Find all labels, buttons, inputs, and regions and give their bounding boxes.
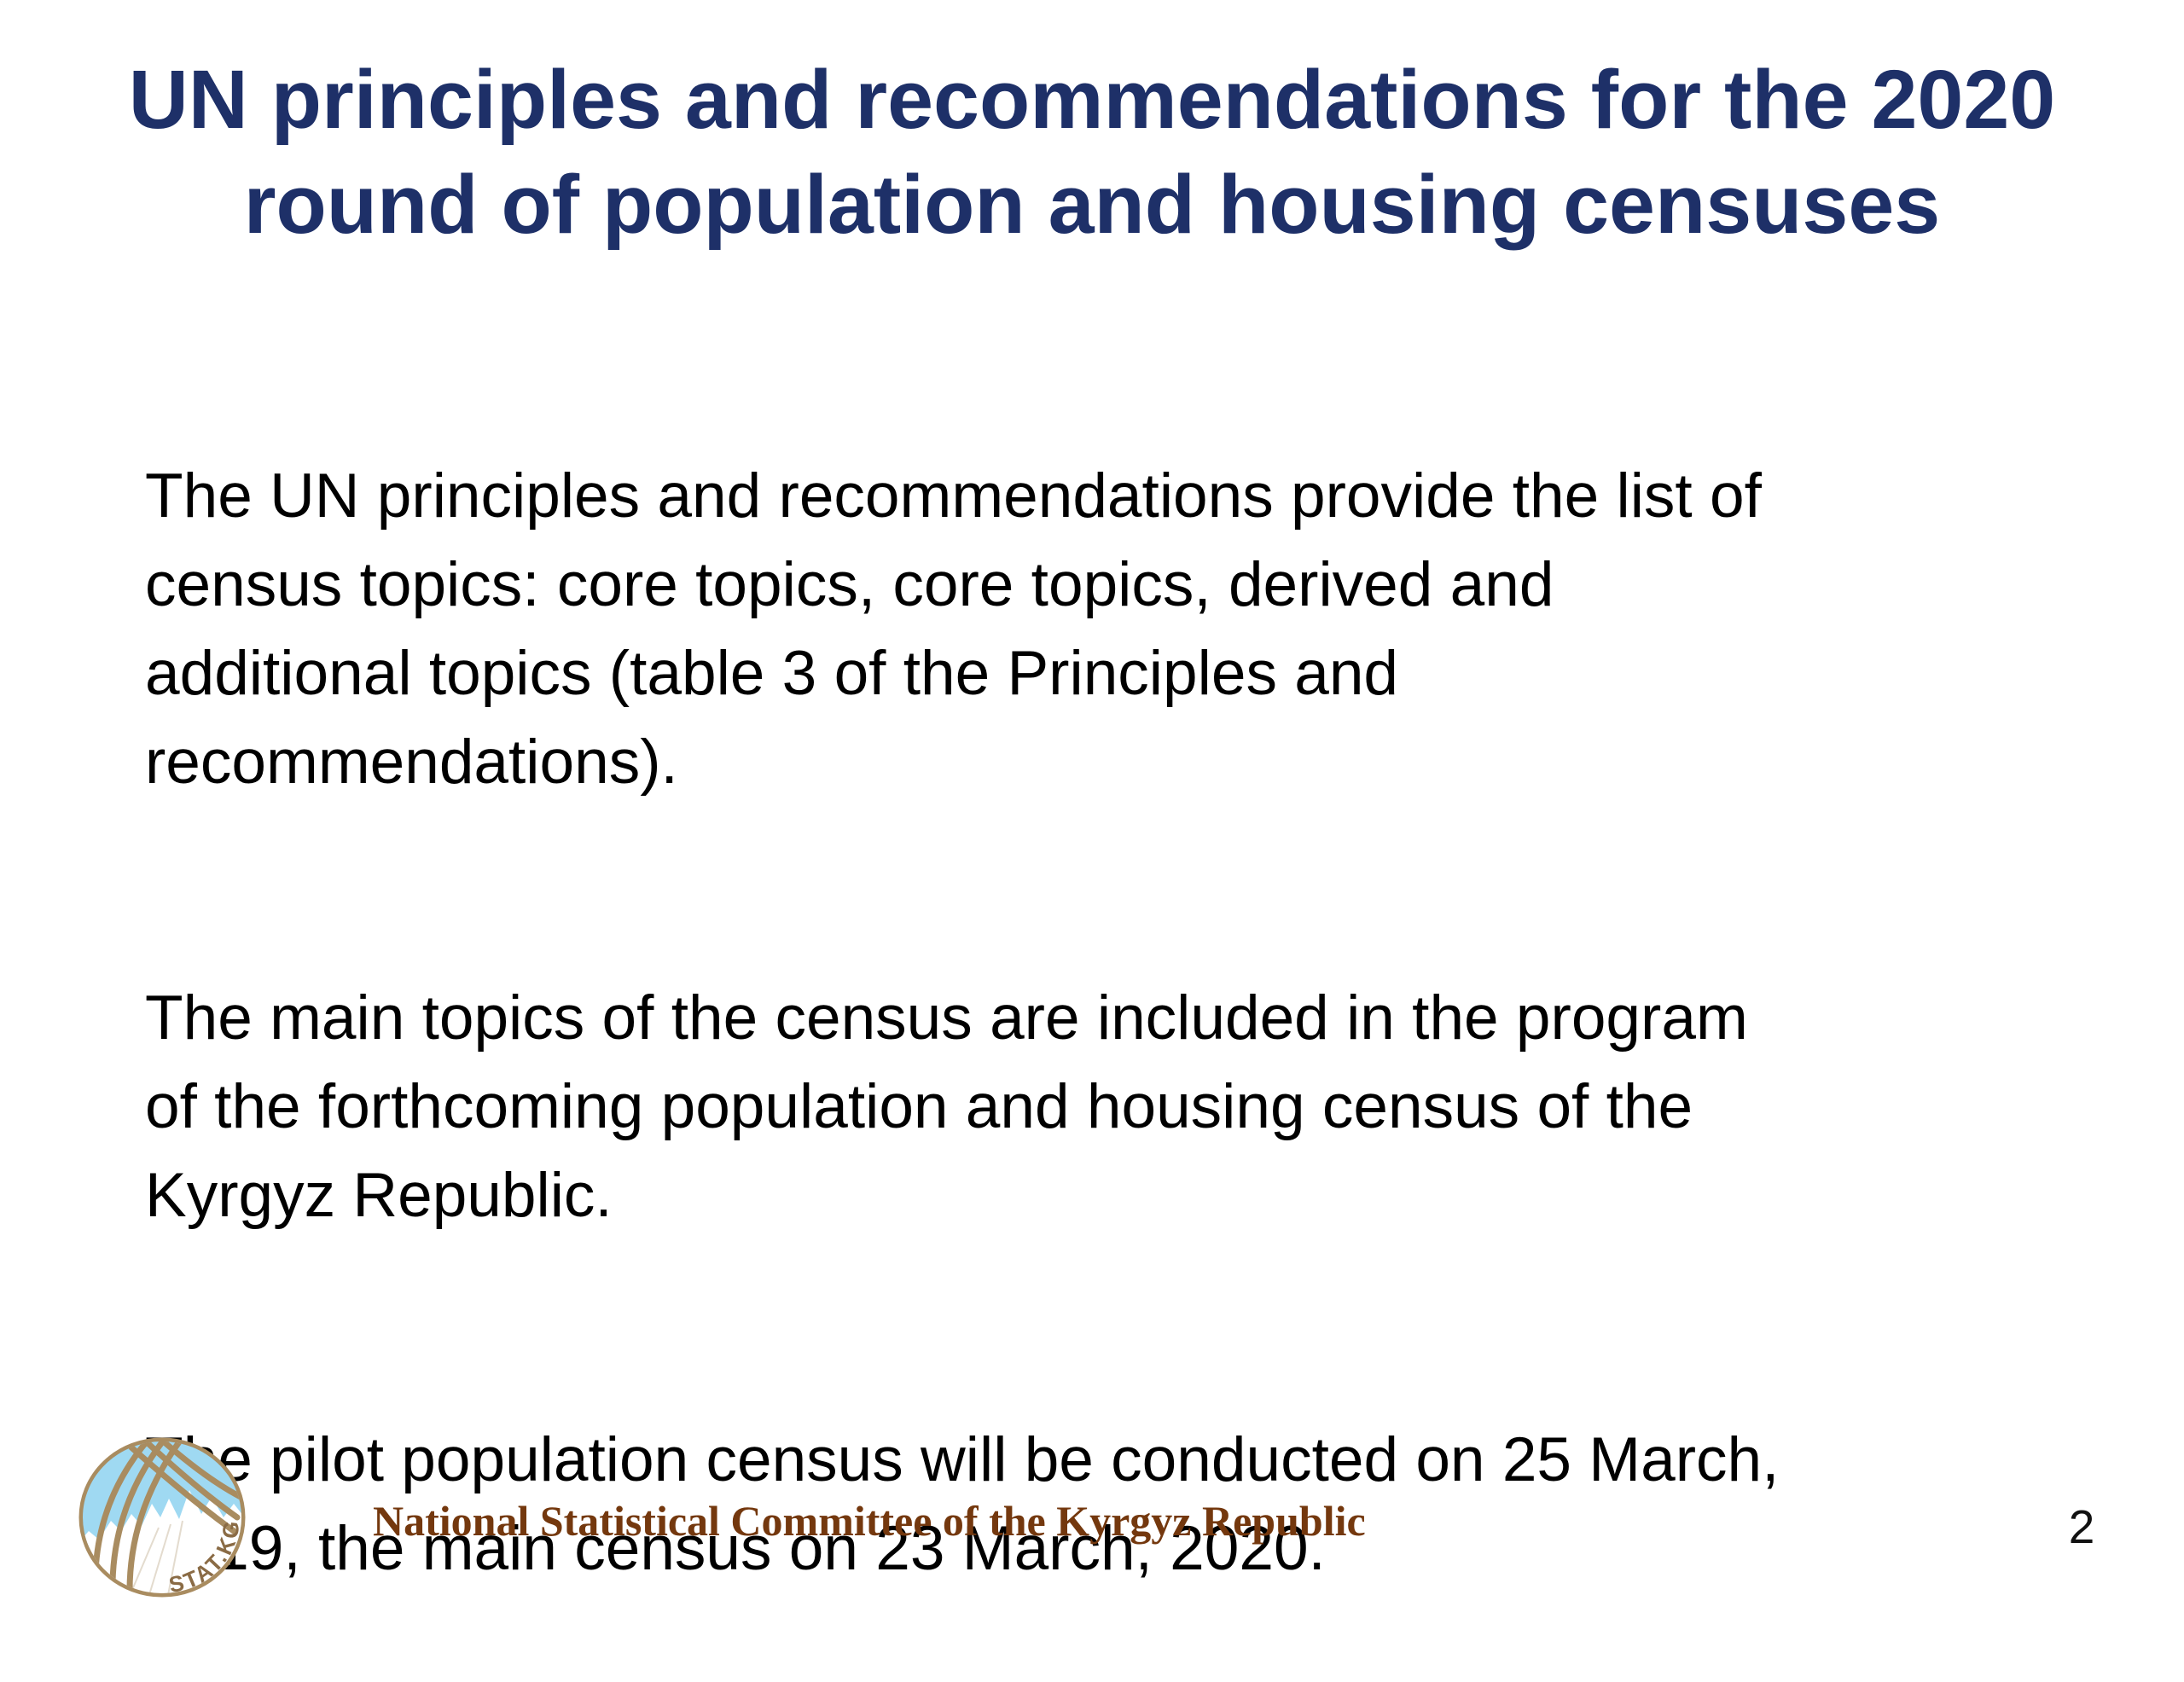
page-number: 2	[2068, 1500, 2095, 1553]
footer-organization: National Statistical Committee of the Ky…	[373, 1497, 1366, 1545]
paragraph: The pilot population census will be cond…	[145, 1425, 1780, 1583]
slide: UN principles and recommendations for th…	[78, 53, 2095, 1598]
paragraph: The UN principles and recommendations pr…	[145, 461, 1762, 797]
paragraph: The main topics of the census are includ…	[145, 983, 1748, 1230]
statkg-logo-icon: STAT.KG	[78, 1437, 246, 1598]
page-title: UN principles and recommendations for th…	[128, 53, 2056, 251]
body-text: The UN principles and recommendations pr…	[145, 363, 2141, 1682]
